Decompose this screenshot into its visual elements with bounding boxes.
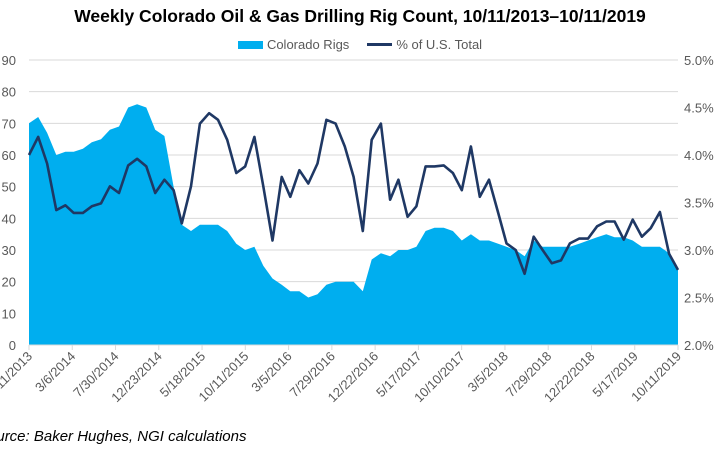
y-left-tick-label: 40 <box>2 211 16 226</box>
y-left-tick-label: 60 <box>2 148 16 163</box>
y-right-tick-label: 3.5% <box>684 196 714 211</box>
y-right-tick-label: 2.5% <box>684 291 714 306</box>
y-left-tick-label: 10 <box>2 306 16 321</box>
y-left-tick-label: 90 <box>2 53 16 68</box>
y-left-tick-label: 20 <box>2 275 16 290</box>
legend-label: Colorado Rigs <box>266 37 350 52</box>
legend-label: % of U.S. Total <box>396 37 483 52</box>
x-tick-label: 10/11/2013 <box>0 349 35 405</box>
y-left-tick-label: 30 <box>2 243 16 258</box>
y-left-tick-label: 70 <box>2 116 16 131</box>
legend-item-rigs: Colorado Rigs <box>237 37 350 52</box>
chart-title: Weekly Colorado Oil & Gas Drilling Rig C… <box>74 6 646 26</box>
y-right-tick-label: 4.5% <box>684 101 714 116</box>
legend-swatch-area <box>237 40 263 49</box>
y-right-tick-label: 4.0% <box>684 148 714 163</box>
y-left-tick-label: 80 <box>2 85 16 100</box>
y-right-tick-label: 5.0% <box>684 53 714 68</box>
y-right-tick-label: 3.0% <box>684 243 714 258</box>
legend: Colorado Rigs % of U.S. Total <box>0 37 720 52</box>
rigs-area <box>29 104 678 345</box>
legend-swatch-line <box>367 43 393 46</box>
y-left-tick-label: 0 <box>9 338 16 353</box>
y-right-tick-label: 2.0% <box>684 338 714 353</box>
y-left-tick-label: 50 <box>2 180 16 195</box>
source-note: Source: Baker Hughes, NGI calculations <box>0 428 247 445</box>
legend-item-pct: % of U.S. Total <box>367 37 482 52</box>
